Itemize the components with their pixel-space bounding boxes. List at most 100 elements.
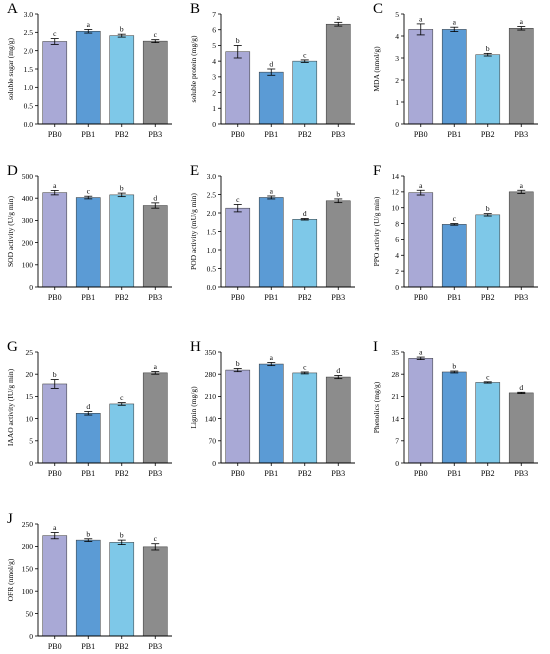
x-tick-label: PB0 bbox=[48, 293, 62, 302]
significance-letter: b bbox=[486, 204, 490, 213]
significance-letter: a bbox=[453, 18, 457, 27]
y-tick-label: 100 bbox=[22, 587, 34, 596]
bar-pb3 bbox=[142, 546, 168, 637]
y-axis-label: soluble protein (mg/g) bbox=[189, 35, 198, 103]
x-tick-label: PB3 bbox=[331, 293, 345, 302]
y-tick-label: 0 bbox=[395, 283, 399, 292]
x-tick-label: PB2 bbox=[481, 469, 495, 478]
panel-letter: B bbox=[190, 1, 200, 17]
bar-pb1 bbox=[75, 30, 101, 125]
y-tick-label: 0.0 bbox=[24, 120, 34, 129]
panel-g: G IAAO activity (IU/g min) b PB0 d PB1 c PB2 a PB… bbox=[6, 339, 172, 478]
bar-pb1 bbox=[75, 539, 101, 637]
y-tick-label: 50 bbox=[26, 609, 34, 618]
y-tick-label: 2 bbox=[395, 267, 399, 276]
bar-pb0 bbox=[408, 29, 434, 125]
y-tick-label: 350 bbox=[205, 348, 217, 357]
significance-letter: d bbox=[269, 60, 273, 69]
y-tick-label: 1.0 bbox=[24, 83, 34, 92]
x-tick-label: PB0 bbox=[231, 130, 245, 139]
significance-letter: a bbox=[419, 348, 423, 357]
y-axis-label: IAAO activity (IU/g min) bbox=[6, 368, 15, 446]
bar-pb1 bbox=[75, 197, 101, 288]
significance-letter: a bbox=[337, 13, 341, 22]
bar-pb2 bbox=[292, 60, 318, 125]
significance-letter: c bbox=[303, 50, 307, 59]
y-tick-label: 6 bbox=[212, 26, 216, 35]
x-tick-label: PB0 bbox=[414, 469, 428, 478]
y-tick-label: 0 bbox=[29, 283, 33, 292]
y-tick-label: 500 bbox=[22, 172, 34, 181]
panel-letter: G bbox=[7, 339, 18, 355]
x-tick-label: PB3 bbox=[148, 293, 162, 302]
significance-letter: c bbox=[120, 393, 124, 402]
x-tick-label: PB3 bbox=[514, 469, 528, 478]
significance-letter: b bbox=[120, 25, 124, 34]
x-tick-label: PB3 bbox=[148, 642, 162, 651]
significance-letter: a bbox=[87, 20, 91, 29]
y-tick-label: 150 bbox=[22, 565, 34, 574]
significance-letter: a bbox=[270, 353, 274, 362]
y-tick-label: 4 bbox=[395, 251, 399, 260]
bar-pb1 bbox=[258, 363, 284, 464]
significance-letter: c bbox=[154, 534, 158, 543]
y-axis-label: SOD activity (U/g min) bbox=[6, 195, 15, 267]
x-tick-label: PB1 bbox=[264, 469, 278, 478]
bar-pb0 bbox=[225, 369, 251, 464]
y-tick-label: 2 bbox=[395, 76, 399, 85]
x-tick-label: PB2 bbox=[481, 130, 495, 139]
y-tick-label: 140 bbox=[205, 414, 217, 423]
bar-pb2 bbox=[109, 403, 135, 464]
panel-letter: A bbox=[7, 1, 18, 17]
bar-pb3 bbox=[142, 372, 168, 464]
x-tick-label: PB2 bbox=[298, 469, 312, 478]
significance-letter: a bbox=[53, 523, 57, 532]
bar-pb3 bbox=[325, 200, 351, 288]
panel-e: E POD activity (mU/g min) c PB0 a PB1 d PB2 b PB3… bbox=[189, 163, 355, 302]
x-tick-label: PB1 bbox=[81, 469, 95, 478]
x-tick-label: PB0 bbox=[231, 469, 245, 478]
y-tick-label: 5 bbox=[395, 10, 399, 19]
bar-pb2 bbox=[475, 382, 501, 464]
y-tick-label: 2.5 bbox=[24, 28, 34, 37]
panel-letter: E bbox=[190, 163, 199, 179]
bar-pb2 bbox=[475, 54, 501, 125]
bar-pb1 bbox=[441, 371, 467, 464]
x-tick-label: PB0 bbox=[414, 130, 428, 139]
x-tick-label: PB2 bbox=[115, 130, 129, 139]
panel-letter: C bbox=[373, 1, 383, 17]
y-tick-label: 2.0 bbox=[24, 46, 34, 55]
bar-pb0 bbox=[408, 358, 434, 464]
panel-j: J OFR (nmol/g) a PB0 b PB1 b PB2 c PB3 0 50 100 150 20… bbox=[6, 511, 172, 651]
panel-letter: D bbox=[7, 163, 18, 179]
y-tick-label: 1.5 bbox=[207, 227, 217, 236]
bar-pb2 bbox=[109, 194, 135, 288]
significance-letter: b bbox=[486, 44, 490, 53]
y-tick-label: 400 bbox=[22, 194, 34, 203]
significance-letter: a bbox=[419, 14, 423, 23]
x-tick-label: PB2 bbox=[298, 293, 312, 302]
y-tick-label: 0 bbox=[395, 120, 399, 129]
y-tick-label: 0 bbox=[29, 632, 33, 641]
significance-letter: d bbox=[153, 193, 157, 202]
x-tick-label: PB2 bbox=[115, 293, 129, 302]
y-tick-label: 0 bbox=[212, 459, 216, 468]
panel-c: C MDA (nmol/g) a PB0 a PB1 b PB2 a PB3 0 1 2 3 4 5 bbox=[372, 1, 538, 139]
bar-pb2 bbox=[109, 542, 135, 637]
bar-pb3 bbox=[142, 205, 168, 288]
y-tick-label: 70 bbox=[209, 437, 217, 446]
significance-letter: c bbox=[303, 362, 307, 371]
y-tick-label: 20 bbox=[26, 370, 34, 379]
significance-letter: a bbox=[270, 186, 274, 195]
x-tick-label: PB2 bbox=[115, 642, 129, 651]
y-tick-label: 8 bbox=[395, 219, 399, 228]
bar-pb2 bbox=[292, 219, 318, 288]
y-tick-label: 280 bbox=[205, 370, 217, 379]
y-tick-label: 200 bbox=[22, 238, 34, 247]
y-tick-label: 5 bbox=[29, 437, 33, 446]
significance-letter: b bbox=[452, 362, 456, 371]
significance-letter: c bbox=[154, 30, 158, 39]
significance-letter: d bbox=[519, 383, 523, 392]
